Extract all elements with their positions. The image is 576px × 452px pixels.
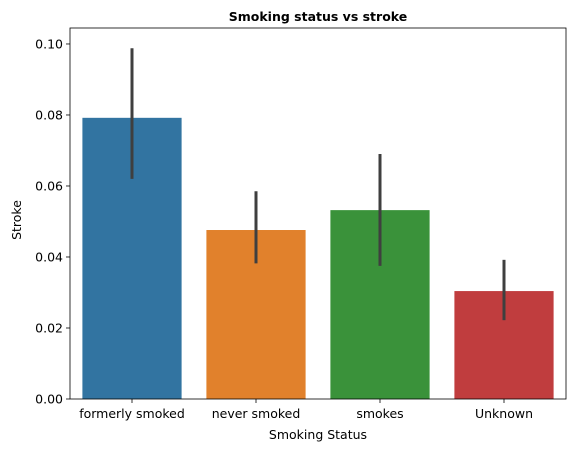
y-tick-label: 0.08 (35, 107, 63, 122)
y-tick-label: 0.00 (35, 392, 63, 407)
x-tick-label: Unknown (475, 406, 533, 421)
chart-title: Smoking status vs stroke (229, 9, 408, 24)
axes-frame (69, 27, 567, 400)
y-tick-label: 0.04 (35, 249, 63, 264)
x-tick-label: smokes (356, 406, 403, 421)
x-axis-label: Smoking Status (269, 427, 367, 442)
y-tick-label: 0.10 (35, 36, 63, 51)
y-axis-label: Stroke (9, 200, 24, 240)
plot-area: 0.00 0.02 0.04 0.06 0.08 0.10 formerly smoked n… (35, 27, 567, 421)
x-tick-label: formerly smoked (79, 406, 185, 421)
x-tick-label: never smoked (212, 406, 301, 421)
y-tick-label: 0.06 (35, 178, 63, 193)
y-tick-label: 0.02 (35, 320, 63, 335)
